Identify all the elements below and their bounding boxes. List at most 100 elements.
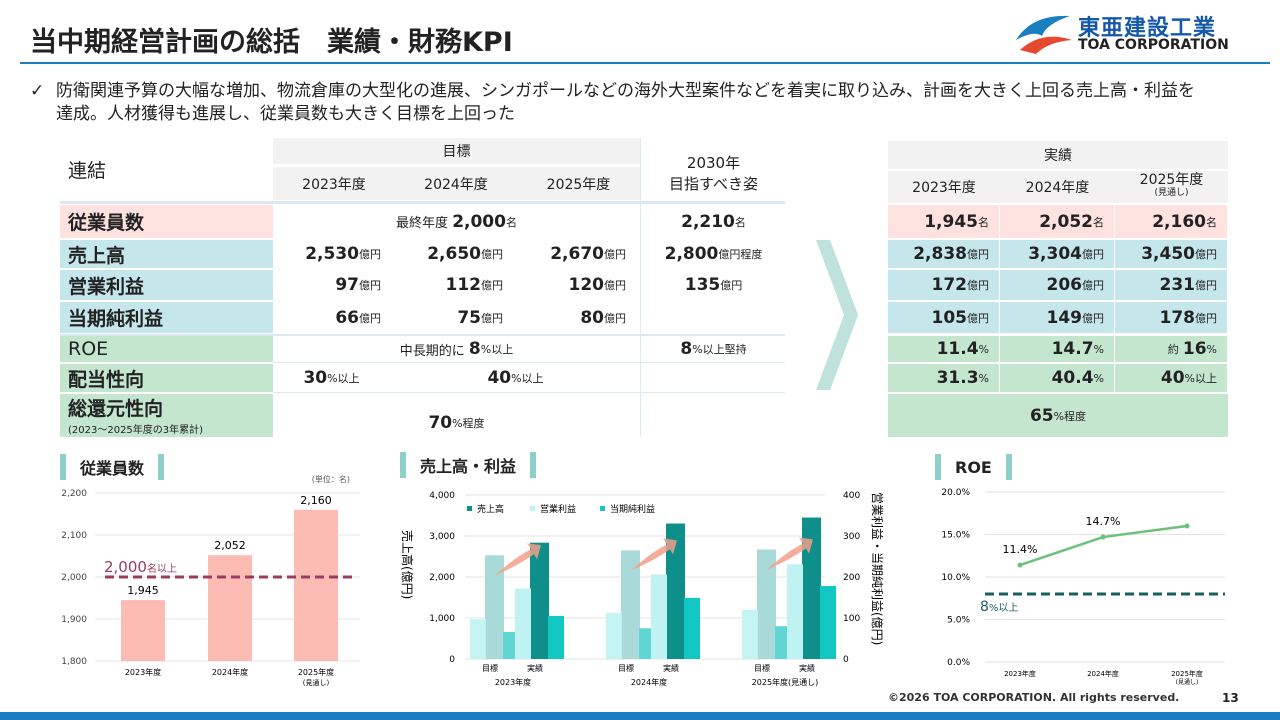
value-text: 億円 (1195, 248, 1217, 261)
value-text: 3,450 (1141, 244, 1195, 264)
value-text: (見通し) (1154, 188, 1189, 198)
value-text: 億円 (481, 279, 503, 292)
title-divider (20, 62, 1270, 64)
x-tick-label: 2023年度 (125, 667, 161, 677)
y-tick-label: 5.0% (947, 616, 970, 626)
sales-bar (666, 523, 685, 659)
y-tick-label: 10.0% (941, 573, 970, 583)
unit-note: (単位：名) (312, 474, 350, 484)
value-text: % (1093, 371, 1104, 385)
value-text: 名 (1206, 215, 1217, 229)
value-text: 30 (303, 368, 328, 388)
legend-swatch (467, 506, 472, 511)
value-text: 40.4 (1051, 368, 1094, 388)
year-header: 2023年度 (273, 167, 395, 200)
sales-bar (485, 555, 504, 659)
target-label: 8%以上 (980, 599, 1018, 615)
section-header-sales: 売上高・利益 (400, 452, 536, 478)
value-text: 億円 (604, 311, 626, 325)
op-profit-bar (606, 613, 622, 659)
sales-target-cell: 2,650 億円 (395, 240, 517, 268)
employees-vision: 2,210 名 (642, 205, 785, 238)
total-target: 70 %程度 (273, 394, 640, 437)
value-text: %以上 (511, 372, 544, 385)
summary-text: 防衛関連予算の大幅な増加、物流倉庫の大型化の進展、シンガポールなどの海外大型案件… (56, 81, 1195, 124)
y-tick-label: 2,100 (61, 531, 87, 541)
y-tick-label: 0 (449, 655, 455, 665)
vision-header-line: 目指すべき姿 (669, 175, 758, 193)
op-actual-cell: 206 億円 (1000, 270, 1115, 300)
value-text: 11.4 (936, 339, 979, 359)
op-vision: 135 億円 (642, 270, 785, 300)
data-label: 11.4% (1003, 543, 1038, 556)
op-profit-bar (651, 574, 667, 659)
sales-bar (621, 550, 640, 659)
legend-swatch (530, 506, 535, 511)
sales-actual-cell: 3,450 億円 (1115, 240, 1228, 268)
row-label-sales: 売上高 (60, 240, 273, 268)
logo-text-en: TOA CORPORATION (1078, 37, 1229, 53)
value-text: 3,304 (1028, 244, 1082, 264)
value-text: 31.3 (936, 368, 979, 388)
roe-chart: 0.0% 5.0% 10.0% 15.0% 20.0% 11.4% 2023年度 14.7% 2… (941, 488, 1225, 686)
x-tick-label: 目標 (754, 663, 770, 673)
value-text: 億円程度 (718, 248, 763, 261)
value-text: 149 (1046, 307, 1083, 328)
sales-actual-cell: 2,838 億円 (888, 240, 1000, 268)
value-text: %程度 (452, 416, 485, 430)
value-text: 14.7 (1051, 339, 1094, 359)
value-text: 65 (1029, 405, 1054, 426)
x-tick-label: 2024年度 (212, 667, 248, 677)
value-text: 億円 (1082, 248, 1104, 261)
data-label: 1,945 (127, 584, 159, 597)
value-text: 億円 (1195, 279, 1217, 292)
value-text: 172 (931, 275, 968, 295)
value-text: 億円 (967, 248, 989, 261)
year-header: 2025年度 (517, 167, 640, 200)
value-text: 40 (487, 368, 512, 388)
value-text: %以上堅持 (692, 343, 747, 356)
y-tick-label: 0.0% (947, 658, 970, 668)
value-text: 億円 (359, 248, 381, 261)
legend-label: 営業利益 (540, 503, 576, 515)
sales-target-cell: 2,670 億円 (517, 240, 640, 268)
y2-tick-label: 100 (843, 614, 860, 624)
value-text: (2023～2025年度の3年累計) (68, 425, 204, 436)
value-text: 億円 (604, 248, 626, 261)
actual-group-header: 実績 (888, 141, 1228, 169)
roe-target: 中長期的に 8 %以上 (273, 336, 640, 362)
value-text: % (1206, 342, 1217, 356)
roe-actual-cell: 14.7% (1000, 336, 1115, 362)
value-text: 2,160 (1152, 211, 1206, 232)
group-label: 2023年度 (495, 677, 531, 687)
x-tick-label: 目標 (618, 663, 634, 673)
op-actual-cell: 231 億円 (1115, 270, 1228, 300)
value-text: 70 (428, 412, 453, 433)
row-label-net: 当期純利益 (60, 302, 273, 333)
op-profit-bar (742, 609, 758, 659)
x-tick-label: 2025年度 (1171, 669, 1203, 678)
value-text: ROE (955, 457, 992, 477)
bar (294, 509, 338, 661)
y-tick-label: 1,900 (61, 615, 87, 625)
data-label: 2,052 (214, 539, 246, 552)
value-text: 66 (335, 307, 359, 328)
y-tick-label: 4,000 (429, 491, 455, 501)
value-text: % (978, 371, 989, 385)
company-logo: 東亜建設工業 TOA CORPORATION (1012, 10, 1252, 56)
net-target-cell: 75 億円 (395, 302, 517, 333)
value-text: 206 (1046, 275, 1083, 295)
net-profit-bar (820, 586, 836, 659)
payout-actual-cell: 40.4% (1000, 364, 1115, 392)
value-text: 億円 (604, 279, 626, 292)
section-header-employees: 従業員数 (60, 454, 164, 480)
y-tick-label: 1,800 (61, 657, 87, 667)
value-text: 億円 (967, 279, 989, 292)
data-label: 14.7% (1086, 515, 1121, 528)
payout-actual-cell: 40 %以上 (1115, 364, 1228, 392)
y2-axis-label: 営業利益・当期純利益(億円) (870, 492, 884, 645)
value-text: 億円 (720, 279, 743, 292)
row-label-op: 営業利益 (60, 270, 273, 300)
y-tick-label: 15.0% (941, 531, 970, 541)
x-tick-label: 2024年度 (1087, 669, 1119, 678)
